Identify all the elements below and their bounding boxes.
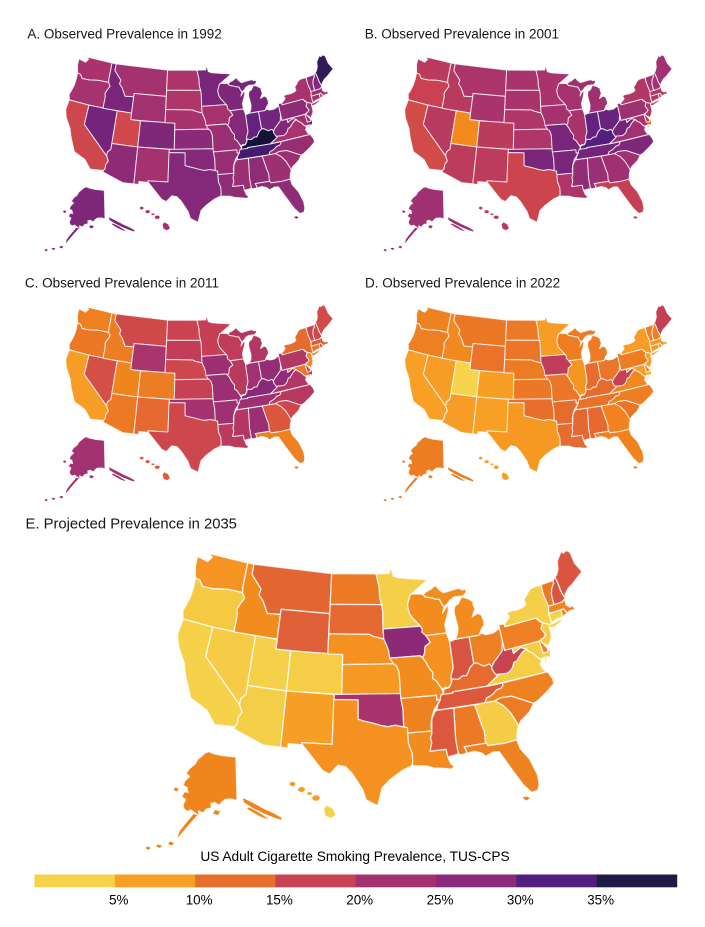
- svg-text:E. Projected Prevalence in 203: E. Projected Prevalence in 2035: [26, 517, 237, 533]
- svg-text:US Adult Cigarette Smoking Pre: US Adult Cigarette Smoking Prevalence, T…: [200, 849, 509, 864]
- svg-text:25%: 25%: [427, 893, 454, 908]
- svg-text:A. Observed Prevalence in 1992: A. Observed Prevalence in 1992: [27, 27, 221, 42]
- svg-text:C. Observed Prevalence in 2011: C. Observed Prevalence in 2011: [25, 276, 219, 291]
- svg-text:35%: 35%: [587, 893, 614, 908]
- svg-text:B. Observed Prevalence in 2001: B. Observed Prevalence in 2001: [365, 27, 559, 42]
- svg-text:10%: 10%: [186, 893, 213, 908]
- svg-text:5%: 5%: [109, 893, 128, 908]
- svg-text:20%: 20%: [346, 893, 373, 908]
- svg-text:D. Observed Prevalence in 2022: D. Observed Prevalence in 2022: [365, 276, 560, 291]
- svg-text:15%: 15%: [266, 893, 293, 908]
- svg-text:30%: 30%: [507, 893, 534, 908]
